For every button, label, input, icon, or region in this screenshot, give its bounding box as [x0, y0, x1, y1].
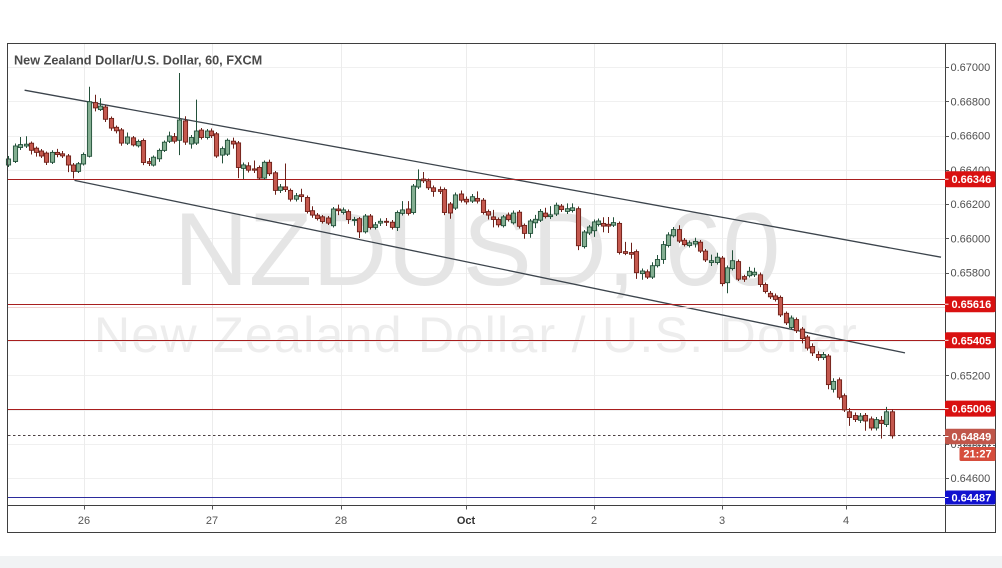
svg-text:4: 4	[843, 515, 849, 527]
svg-text:0.66600: 0.66600	[951, 131, 991, 143]
svg-text:0.65616: 0.65616	[952, 299, 992, 311]
svg-text:0.66000: 0.66000	[951, 233, 991, 245]
svg-text:3: 3	[719, 515, 725, 527]
svg-text:New Zealand Dollar / U.S. Doll: New Zealand Dollar / U.S. Dollar	[94, 307, 858, 363]
svg-text:26: 26	[78, 515, 90, 527]
svg-text:0.65405: 0.65405	[952, 335, 992, 347]
svg-text:28: 28	[335, 515, 347, 527]
svg-text:0.64849: 0.64849	[952, 432, 992, 444]
svg-text:Oct: Oct	[457, 515, 476, 527]
svg-text:0.66346: 0.66346	[952, 174, 992, 186]
svg-text:0.65200: 0.65200	[951, 370, 991, 382]
svg-text:2: 2	[591, 515, 597, 527]
svg-text:0.65800: 0.65800	[951, 268, 991, 280]
svg-text:27: 27	[206, 515, 218, 527]
svg-text:0.64487: 0.64487	[952, 493, 992, 505]
svg-text:NZDUSD, 60: NZDUSD, 60	[174, 192, 781, 308]
svg-text:0.67000: 0.67000	[951, 62, 991, 74]
svg-text:0.65006: 0.65006	[952, 404, 992, 416]
svg-text:21:27: 21:27	[963, 449, 991, 461]
svg-text:0.64600: 0.64600	[951, 473, 991, 485]
svg-text:0.66200: 0.66200	[951, 199, 991, 211]
svg-text:New Zealand Dollar/U.S. Dollar: New Zealand Dollar/U.S. Dollar, 60, FXCM	[14, 54, 262, 68]
svg-text:0.66800: 0.66800	[951, 96, 991, 108]
